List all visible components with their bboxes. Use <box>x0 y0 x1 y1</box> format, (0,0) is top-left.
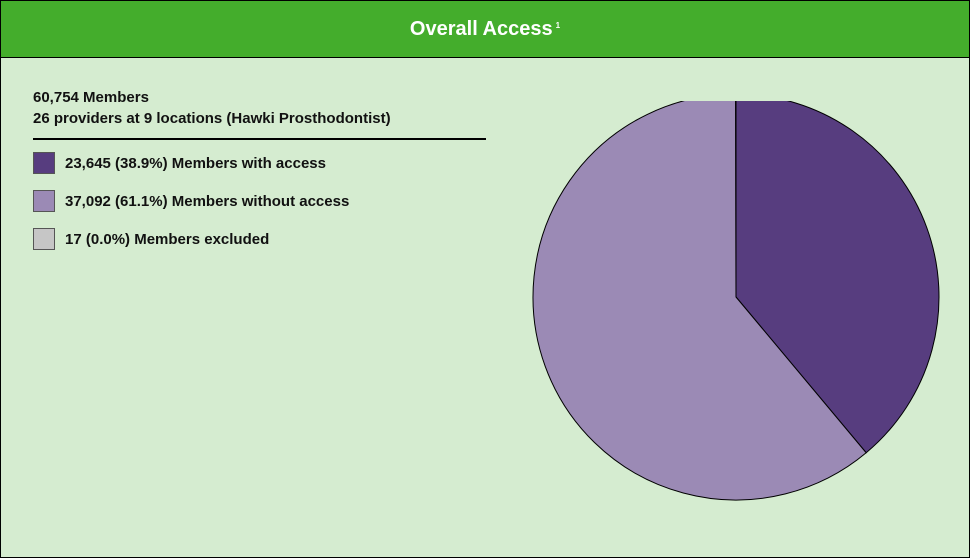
legend-swatch-excluded <box>33 228 55 250</box>
legend-item-with-access: 23,645 (38.9%) Members with access <box>33 151 349 175</box>
access-pie-chart <box>532 101 940 501</box>
header-footnote-marker: 1 <box>555 20 561 30</box>
pie-slice-without-access <box>532 101 867 501</box>
divider <box>33 138 486 140</box>
legend-swatch-with-access <box>33 152 55 174</box>
providers-info: 26 providers at 9 locations (Hawki Prost… <box>33 110 391 127</box>
legend-label-without-access: 37,092 (61.1%) Members without access <box>65 192 350 210</box>
header-title: Overall Access <box>409 17 553 40</box>
pie-slice-with-access <box>735 101 940 454</box>
members-count: 60,754 Members <box>33 89 149 106</box>
legend-label-excluded: 17 (0.0%) Members excluded <box>65 230 270 248</box>
panel-header: Overall Access 1 <box>1 1 969 58</box>
legend-item-without-access: 37,092 (61.1%) Members without access <box>33 189 349 213</box>
legend-swatch-without-access <box>33 190 55 212</box>
legend: 23,645 (38.9%) Members with access 37,09… <box>33 151 349 265</box>
legend-item-excluded: 17 (0.0%) Members excluded <box>33 227 349 251</box>
summary-block: 60,754 Members 26 providers at 9 locatio… <box>33 87 391 129</box>
legend-label-with-access: 23,645 (38.9%) Members with access <box>65 154 326 172</box>
